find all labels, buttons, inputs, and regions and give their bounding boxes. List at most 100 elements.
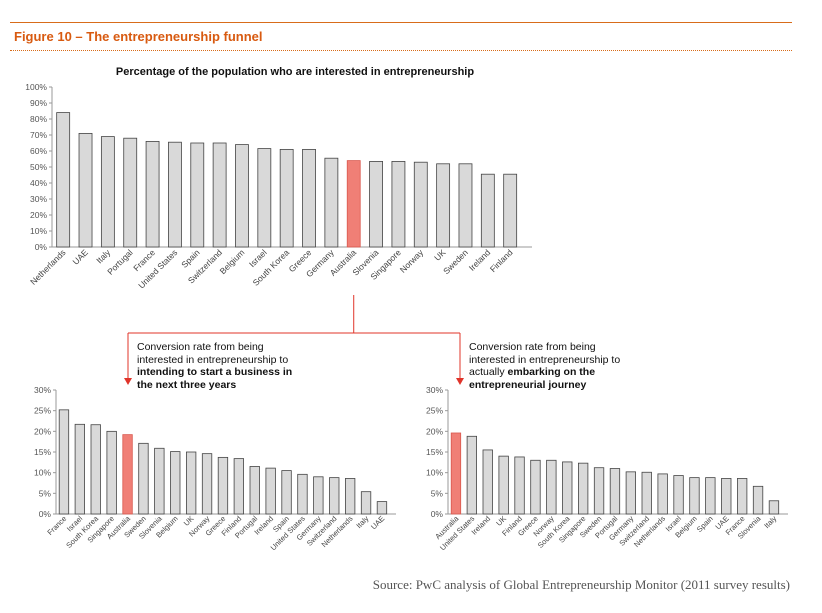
y-tick-label: 30% — [426, 385, 443, 395]
bar-switzerland — [212, 142, 227, 248]
y-tick-label: 20% — [426, 426, 443, 436]
x-tick-label: Finland — [488, 247, 515, 274]
bar-uk — [185, 451, 197, 515]
y-tick-label: 15% — [34, 447, 51, 457]
bar-israel — [673, 475, 684, 515]
bar-greece — [530, 459, 541, 515]
y-tick-label: 80% — [30, 114, 47, 124]
arrow-head-right — [456, 378, 464, 385]
bar-germany — [313, 476, 324, 515]
bar-singapore — [391, 160, 406, 248]
y-tick-label: 60% — [30, 146, 47, 156]
bar-slovenia — [752, 485, 764, 515]
figure-title: Figure 10 – The entrepreneurship funnel — [14, 29, 263, 44]
y-tick-label: 30% — [30, 194, 47, 204]
callout-left-line4: the next three years — [137, 378, 237, 391]
bar-israel — [257, 148, 272, 248]
bar-netherlands — [657, 473, 668, 515]
bar-portugal — [123, 137, 138, 248]
callout-right-line2: interested in entrepreneurship to — [469, 353, 621, 366]
bar-switzerland — [329, 477, 340, 515]
bar-spain — [705, 477, 716, 515]
bar-south-korea — [562, 461, 573, 515]
callout-intending: Conversion rate from being interested in… — [137, 341, 292, 391]
bar-finland — [514, 456, 525, 515]
y-tick-label: 25% — [34, 406, 51, 416]
bar-finland — [503, 173, 518, 248]
bar-slovenia — [369, 160, 383, 248]
y-tick-label: 20% — [30, 210, 47, 220]
x-tick-label: Italy — [354, 514, 370, 530]
bar-south-korea — [90, 424, 101, 515]
y-tick-label: 70% — [30, 130, 47, 140]
x-tick-label: Italy — [762, 514, 778, 530]
y-tick-label: 25% — [426, 406, 443, 416]
y-tick-label: 0% — [35, 242, 48, 252]
bar-sweden — [593, 467, 605, 515]
bar-netherlands — [56, 112, 71, 248]
bar-australia — [122, 434, 133, 515]
y-tick-label: 5% — [431, 488, 444, 498]
y-tick-label: 5% — [39, 488, 52, 498]
bar-italy — [100, 136, 115, 248]
bar-greece — [217, 456, 229, 515]
bar-australia — [450, 432, 462, 515]
x-tick-label: Norway — [398, 247, 426, 275]
bar-ireland — [482, 449, 493, 515]
bar-belgium — [689, 477, 700, 515]
bar-germany — [625, 471, 636, 515]
callout-left-line1: Conversion rate from being — [137, 341, 264, 353]
callout-right-line1: Conversion rate from being — [469, 341, 596, 353]
source-note: Source: PwC analysis of Global Entrepren… — [372, 577, 790, 592]
callout-left-line3: intending to start a business in — [137, 366, 293, 378]
y-tick-label: 50% — [30, 162, 47, 172]
x-tick-label: Netherlands — [28, 247, 67, 286]
dotted-rule — [10, 50, 792, 51]
bar-united-states — [168, 141, 182, 248]
bar-belgium — [235, 144, 249, 248]
callout-left-line2: interested in entrepreneurship to — [137, 353, 289, 366]
y-tick-label: 10% — [30, 226, 47, 236]
bar-uae — [376, 501, 388, 515]
x-tick-label: Portugal — [105, 247, 135, 277]
bar-italy — [360, 491, 372, 515]
bar-uae — [721, 478, 732, 515]
bar-spain — [281, 470, 292, 515]
bar-south-korea — [279, 148, 294, 248]
bar-portugal — [609, 468, 621, 515]
callout-embarking: Conversion rate from being interested in… — [469, 341, 620, 391]
x-tick-label: Italy — [94, 247, 113, 266]
x-tick-label: UK — [432, 247, 448, 263]
bar-singapore — [106, 430, 117, 515]
y-tick-label: 90% — [30, 98, 47, 108]
bar-italy — [768, 500, 780, 515]
y-tick-label: 0% — [39, 509, 52, 519]
x-tick-label: Spain — [695, 514, 715, 534]
bar-switzerland — [641, 471, 652, 515]
bar-sweden — [138, 442, 149, 515]
chart-title: Percentage of the population who are int… — [115, 66, 475, 78]
bar-australia — [346, 160, 361, 248]
bar-uae — [78, 132, 93, 248]
y-tick-label: 40% — [30, 178, 47, 188]
x-tick-label: UAE — [71, 247, 91, 267]
bar-norway — [546, 459, 557, 515]
y-tick-label: 30% — [34, 385, 51, 395]
callout-right-line3b: embarking on the — [507, 366, 596, 378]
bar-norway — [413, 161, 428, 248]
x-tick-label: Belgium — [218, 247, 247, 276]
y-tick-label: 10% — [34, 468, 51, 478]
bar-france — [737, 478, 748, 515]
bar-slovenia — [154, 447, 165, 515]
bar-sweden — [458, 163, 473, 248]
x-tick-label: Sweden — [441, 247, 470, 276]
bar-uk — [436, 163, 451, 248]
bar-finland — [233, 458, 245, 515]
bar-spain — [190, 142, 205, 248]
y-tick-label: 100% — [25, 82, 47, 92]
bar-ireland — [265, 467, 276, 515]
bar-ireland — [480, 173, 495, 248]
bar-singapore — [578, 462, 589, 515]
bar-germany — [324, 157, 339, 248]
